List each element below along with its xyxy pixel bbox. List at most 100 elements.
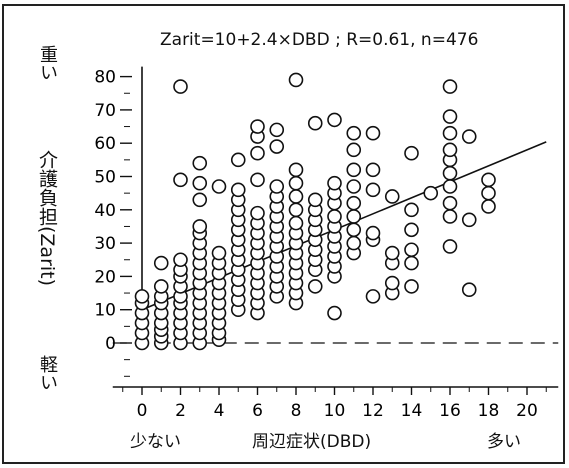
data-point — [442, 125, 458, 141]
data-point — [288, 162, 304, 178]
x-high-label: 多い — [487, 432, 521, 452]
y-tick-label: 30 — [94, 234, 116, 254]
y-tick-label: 40 — [94, 201, 116, 221]
data-point — [442, 209, 458, 224]
data-point — [153, 279, 169, 294]
data-point — [327, 175, 342, 191]
data-point — [365, 125, 381, 141]
data-point — [307, 192, 323, 208]
data-point — [384, 189, 400, 204]
data-point — [192, 192, 208, 208]
data-point — [288, 72, 304, 88]
data-point — [404, 279, 419, 294]
data-point — [481, 199, 496, 214]
data-point — [346, 209, 362, 224]
data-point — [288, 202, 304, 218]
data-point — [250, 205, 265, 221]
data-point — [288, 215, 304, 231]
data-point — [327, 112, 342, 128]
data-point — [346, 195, 362, 211]
data-point — [365, 289, 381, 304]
data-point — [461, 129, 477, 144]
data-point — [461, 282, 477, 298]
data-point — [442, 165, 458, 181]
data-point — [365, 182, 381, 198]
data-point — [327, 209, 342, 224]
data-point — [423, 185, 439, 201]
data-point — [481, 172, 496, 188]
data-point — [442, 109, 458, 124]
data-point — [192, 219, 208, 234]
chart-frame — [2, 4, 565, 464]
data-point — [384, 275, 400, 291]
data-point — [307, 279, 323, 294]
x-axis-label: 周辺症状(DBD) — [252, 432, 372, 452]
x-tick-label: 8 — [291, 401, 302, 421]
x-low-label: 少ない — [130, 432, 181, 452]
y-tick-label: 20 — [94, 267, 116, 287]
x-tick-label: 18 — [478, 401, 500, 421]
data-point — [173, 172, 188, 188]
y-tick-label: 50 — [94, 168, 116, 188]
y-tick-label: 70 — [94, 101, 116, 121]
data-point — [442, 179, 458, 194]
data-point — [346, 142, 362, 158]
data-point — [269, 139, 285, 154]
data-point — [173, 79, 188, 94]
x-tick-label: 16 — [439, 401, 461, 421]
y-high-label: 重い — [37, 45, 58, 81]
y-tick-label: 60 — [94, 134, 116, 154]
data-point — [192, 155, 208, 171]
data-point — [173, 252, 188, 268]
data-point — [346, 179, 362, 194]
data-point — [404, 145, 419, 161]
y-tick-label: 80 — [94, 68, 116, 88]
data-point — [250, 145, 265, 161]
data-point — [346, 162, 362, 178]
data-point — [269, 122, 285, 138]
data-point — [288, 189, 304, 204]
y-axis-label: 介護負担(Zarit) — [36, 150, 58, 287]
x-tick-label: 10 — [324, 401, 346, 421]
data-point — [442, 79, 458, 94]
data-point — [346, 222, 362, 238]
data-point — [365, 225, 381, 241]
data-point — [230, 182, 246, 198]
data-point — [346, 235, 362, 251]
data-point — [404, 202, 419, 218]
x-tick-label: 0 — [137, 401, 148, 421]
data-point — [442, 195, 458, 211]
y-low-label: 軽い — [37, 355, 58, 391]
x-tick-label: 6 — [252, 401, 263, 421]
data-point — [346, 125, 362, 141]
data-point — [481, 185, 496, 201]
data-point — [327, 305, 342, 321]
data-point — [365, 162, 381, 178]
data-point — [404, 222, 419, 238]
data-point — [250, 119, 265, 134]
x-tick-label: 2 — [175, 401, 186, 421]
data-point — [307, 115, 323, 131]
data-point — [404, 242, 419, 258]
data-point — [461, 212, 477, 228]
x-tick-label: 12 — [362, 401, 384, 421]
data-point — [192, 175, 208, 191]
data-point — [442, 239, 458, 254]
data-point — [442, 142, 458, 158]
data-point — [134, 289, 150, 304]
y-tick-label: 0 — [105, 334, 116, 354]
x-tick-label: 20 — [516, 401, 538, 421]
data-point — [153, 255, 169, 271]
chart-title: Zarit=10+2.4×DBD ; R=0.61, n=476 — [160, 30, 479, 50]
x-tick-label: 4 — [214, 401, 225, 421]
data-point — [211, 179, 227, 194]
data-point — [230, 152, 246, 168]
regression-line — [141, 141, 547, 311]
data-point — [288, 175, 304, 191]
data-point — [269, 179, 285, 194]
x-tick-label: 14 — [401, 401, 423, 421]
data-point — [211, 245, 227, 261]
data-point — [384, 245, 400, 261]
data-point — [250, 172, 265, 188]
